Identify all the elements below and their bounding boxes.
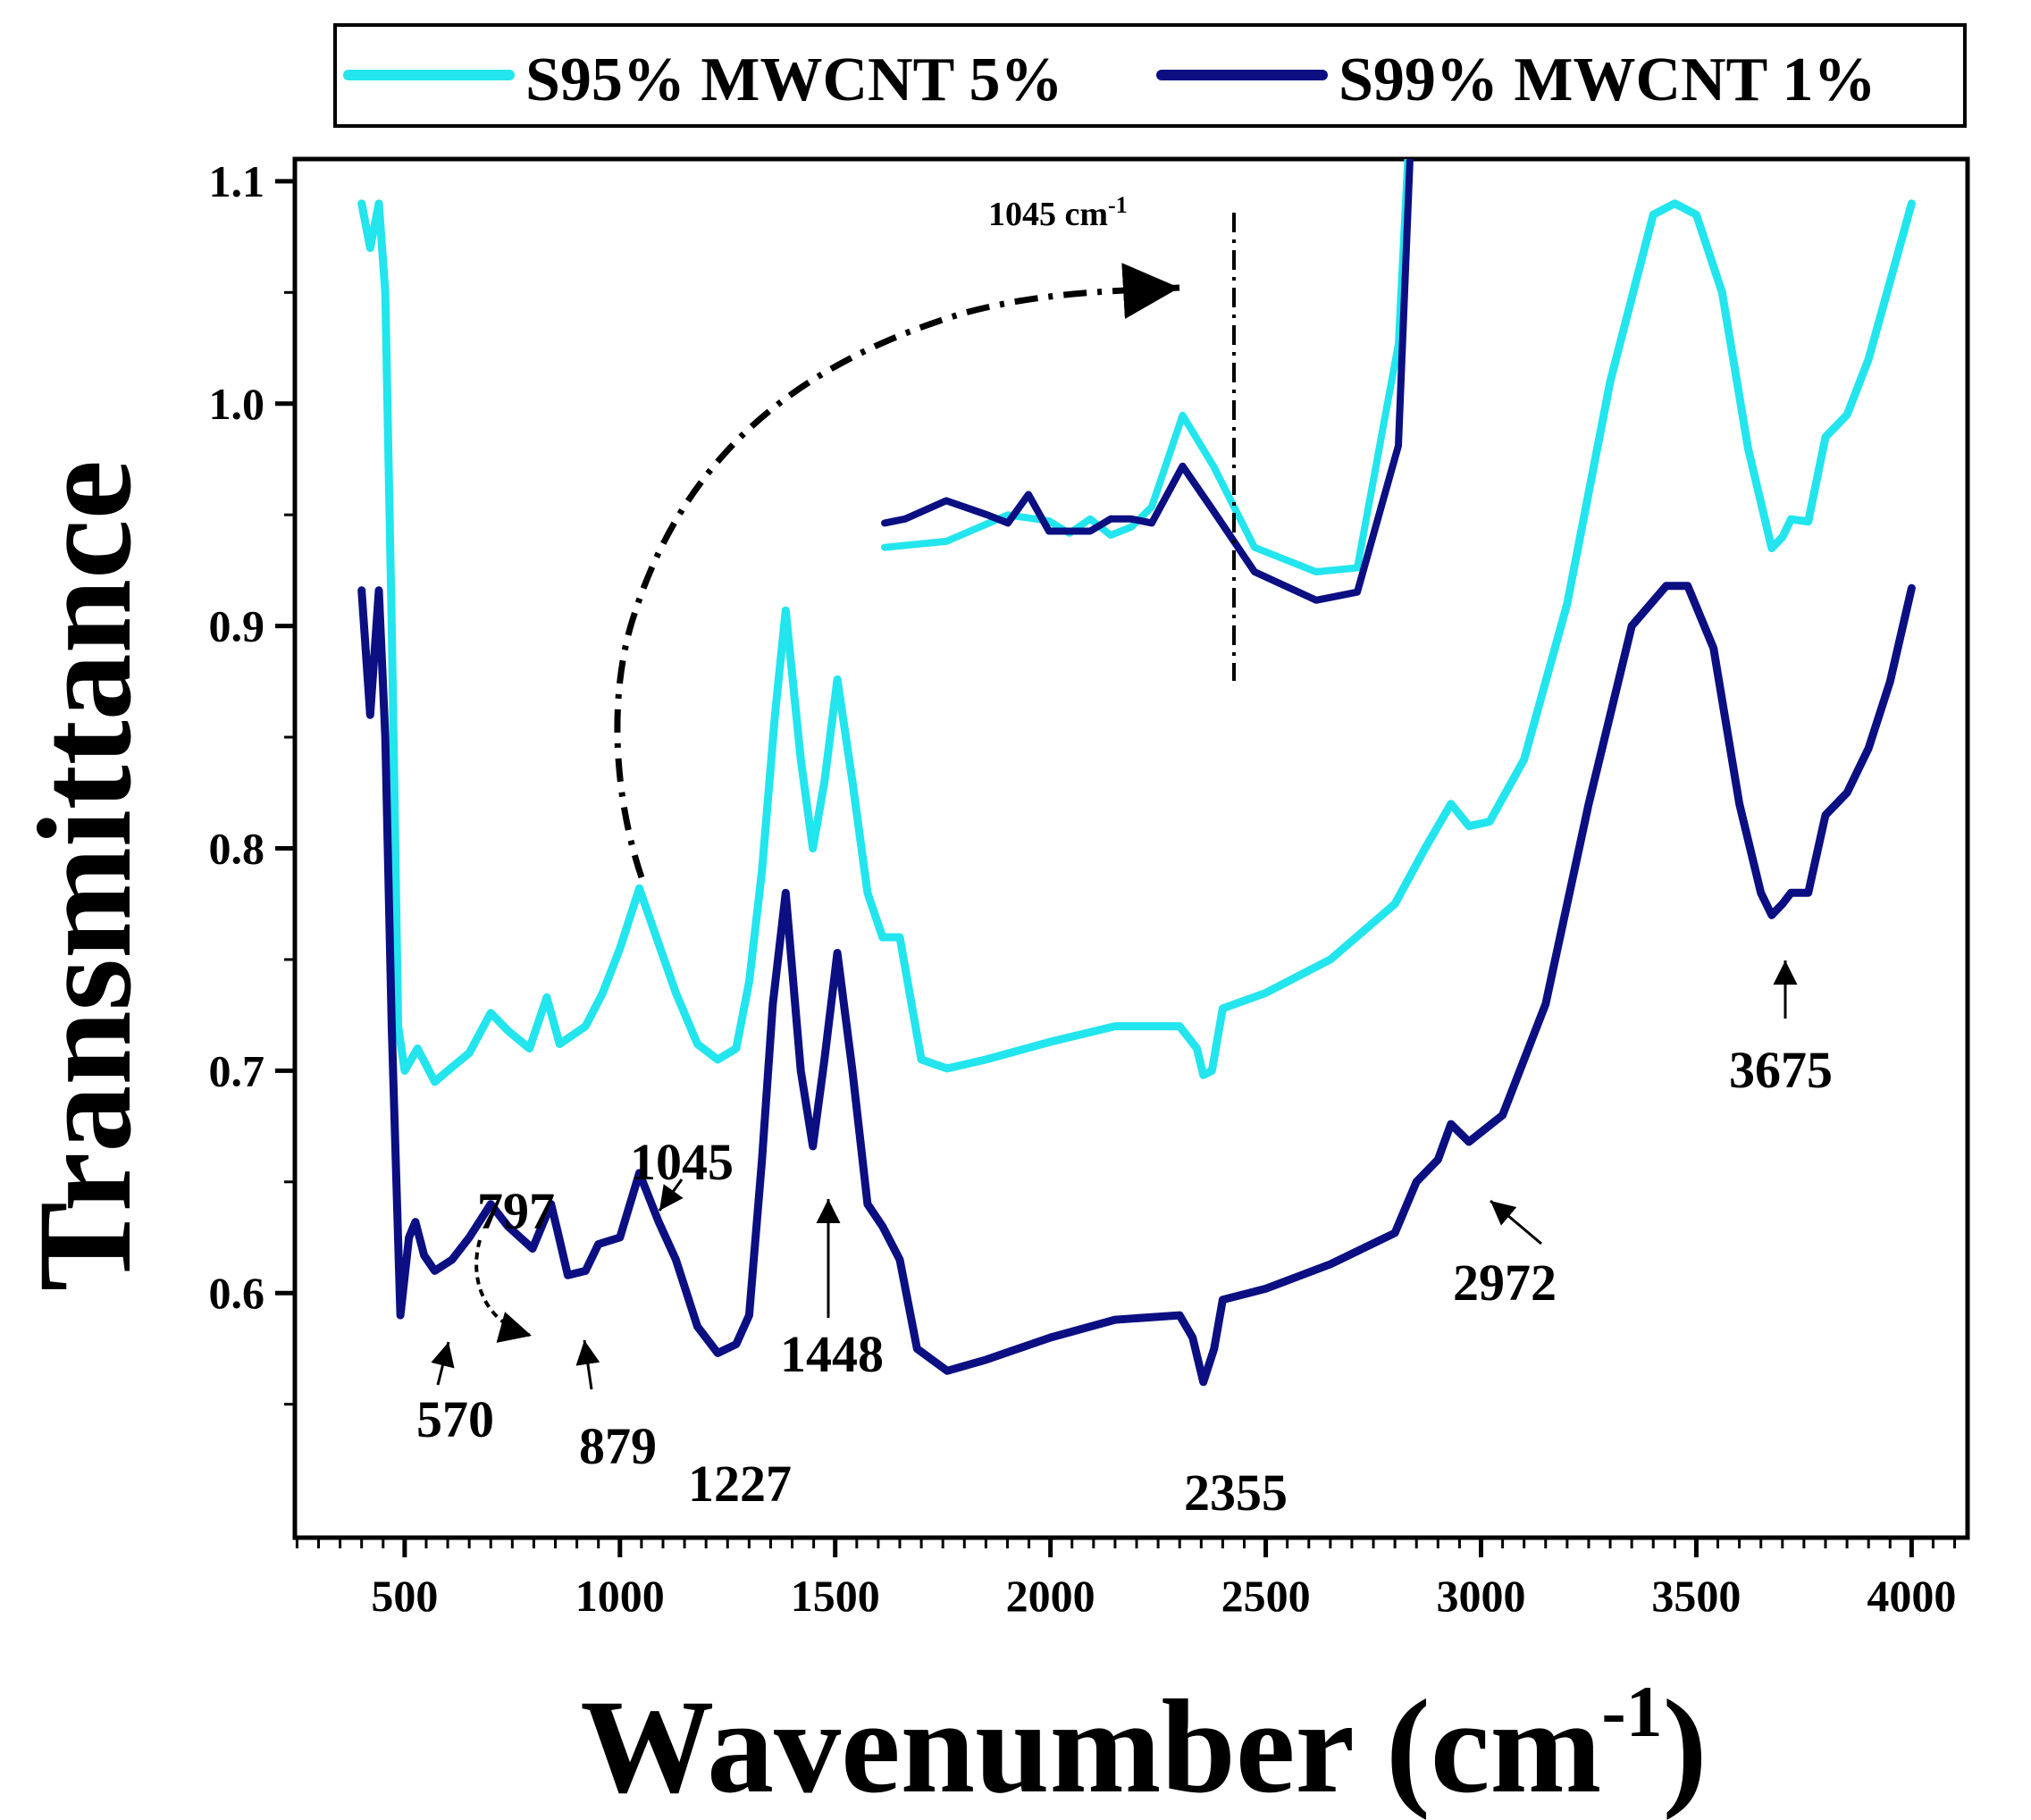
peak-570-arrow [431, 1341, 455, 1386]
peak-label-1227: 1227 [688, 1455, 792, 1513]
inset-line-s99-mwcnt-1 [881, 159, 1414, 604]
y-axis: 0.6 0.7 0.8 0.9 1.0 1.1 [209, 156, 295, 1406]
legend-label-s95: S95% MWCNT 5% [525, 46, 1063, 114]
peak-797-pointer-arrow [474, 1239, 533, 1343]
series-line-s99-mwcnt-1 [357, 582, 1916, 1387]
x-tick-label: 4000 [1867, 1571, 1956, 1621]
peak-label-2972: 2972 [1453, 1254, 1557, 1312]
peak-label-1448: 1448 [780, 1325, 884, 1383]
peak-labels: 570 797 879 1045 1227 1448 2355 2972 367… [416, 1041, 1833, 1522]
x-axis-title-sup: -1 [1601, 1671, 1662, 1752]
x-tick-label: 1000 [575, 1571, 665, 1621]
x-tick-label: 2000 [1006, 1571, 1095, 1621]
series-layer [357, 199, 1916, 1387]
y-tick-label: 0.7 [209, 1045, 265, 1095]
peak-label-879: 879 [579, 1417, 657, 1475]
y-tick-label: 0.6 [209, 1268, 265, 1318]
inset-layer [881, 159, 1414, 604]
peak-label-570: 570 [416, 1390, 494, 1448]
x-tick-label: 500 [371, 1571, 438, 1621]
x-axis-title-close: ) [1663, 1673, 1708, 1820]
peak-label-3675: 3675 [1729, 1041, 1833, 1099]
x-axis: 500 1000 1500 2000 2500 3000 3500 4000 [295, 1538, 1956, 1621]
x-tick-label: 3500 [1651, 1571, 1741, 1621]
inset-label: 1045 cm-1 [988, 192, 1128, 233]
y-tick-label: 0.8 [209, 824, 265, 874]
peak-label-1045: 1045 [630, 1133, 734, 1191]
legend: S95% MWCNT 5% S99% MWCNT 1% [333, 23, 1967, 128]
peak-annotations [431, 960, 1798, 1390]
series-line-s95-mwcnt-5 [357, 199, 1916, 1086]
x-axis-title: Wavenumber (cm-1) [580, 1671, 1707, 1820]
inset-label-text: 1045 cm [988, 196, 1108, 233]
peak-1045-arrow [658, 1178, 684, 1212]
inset-line-s95-mwcnt-5 [881, 159, 1412, 575]
peak-879-arrow [575, 1339, 600, 1390]
y-tick-label: 1.0 [209, 379, 265, 429]
x-tick-label: 1500 [791, 1571, 880, 1621]
y-tick-label: 1.1 [209, 156, 265, 206]
y-axis-title: Transmittance [11, 460, 159, 1291]
peak-label-797: 797 [477, 1182, 555, 1240]
x-tick-label: 2500 [1221, 1571, 1311, 1621]
peak-label-2355: 2355 [1184, 1464, 1288, 1522]
inset-pointer-arrow [614, 263, 1180, 879]
inset-label-sup: -1 [1108, 192, 1128, 218]
legend-box [333, 23, 1967, 128]
x-axis-title-main: Wavenumber (cm [580, 1673, 1601, 1820]
y-tick-label: 0.9 [209, 601, 265, 651]
x-tick-label: 3000 [1437, 1571, 1526, 1621]
legend-label-s99: S99% MWCNT 1% [1339, 46, 1876, 114]
peak-2972-arrow [1490, 1199, 1542, 1245]
plot-frame [292, 156, 1970, 1540]
